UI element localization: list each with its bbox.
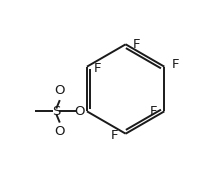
Text: F: F bbox=[111, 129, 119, 142]
Text: F: F bbox=[133, 38, 140, 51]
Text: O: O bbox=[54, 125, 65, 138]
Text: F: F bbox=[150, 105, 157, 118]
Text: F: F bbox=[171, 58, 179, 71]
Text: F: F bbox=[94, 62, 101, 75]
Text: O: O bbox=[75, 105, 85, 118]
Text: S: S bbox=[52, 105, 60, 118]
Text: O: O bbox=[54, 84, 65, 97]
